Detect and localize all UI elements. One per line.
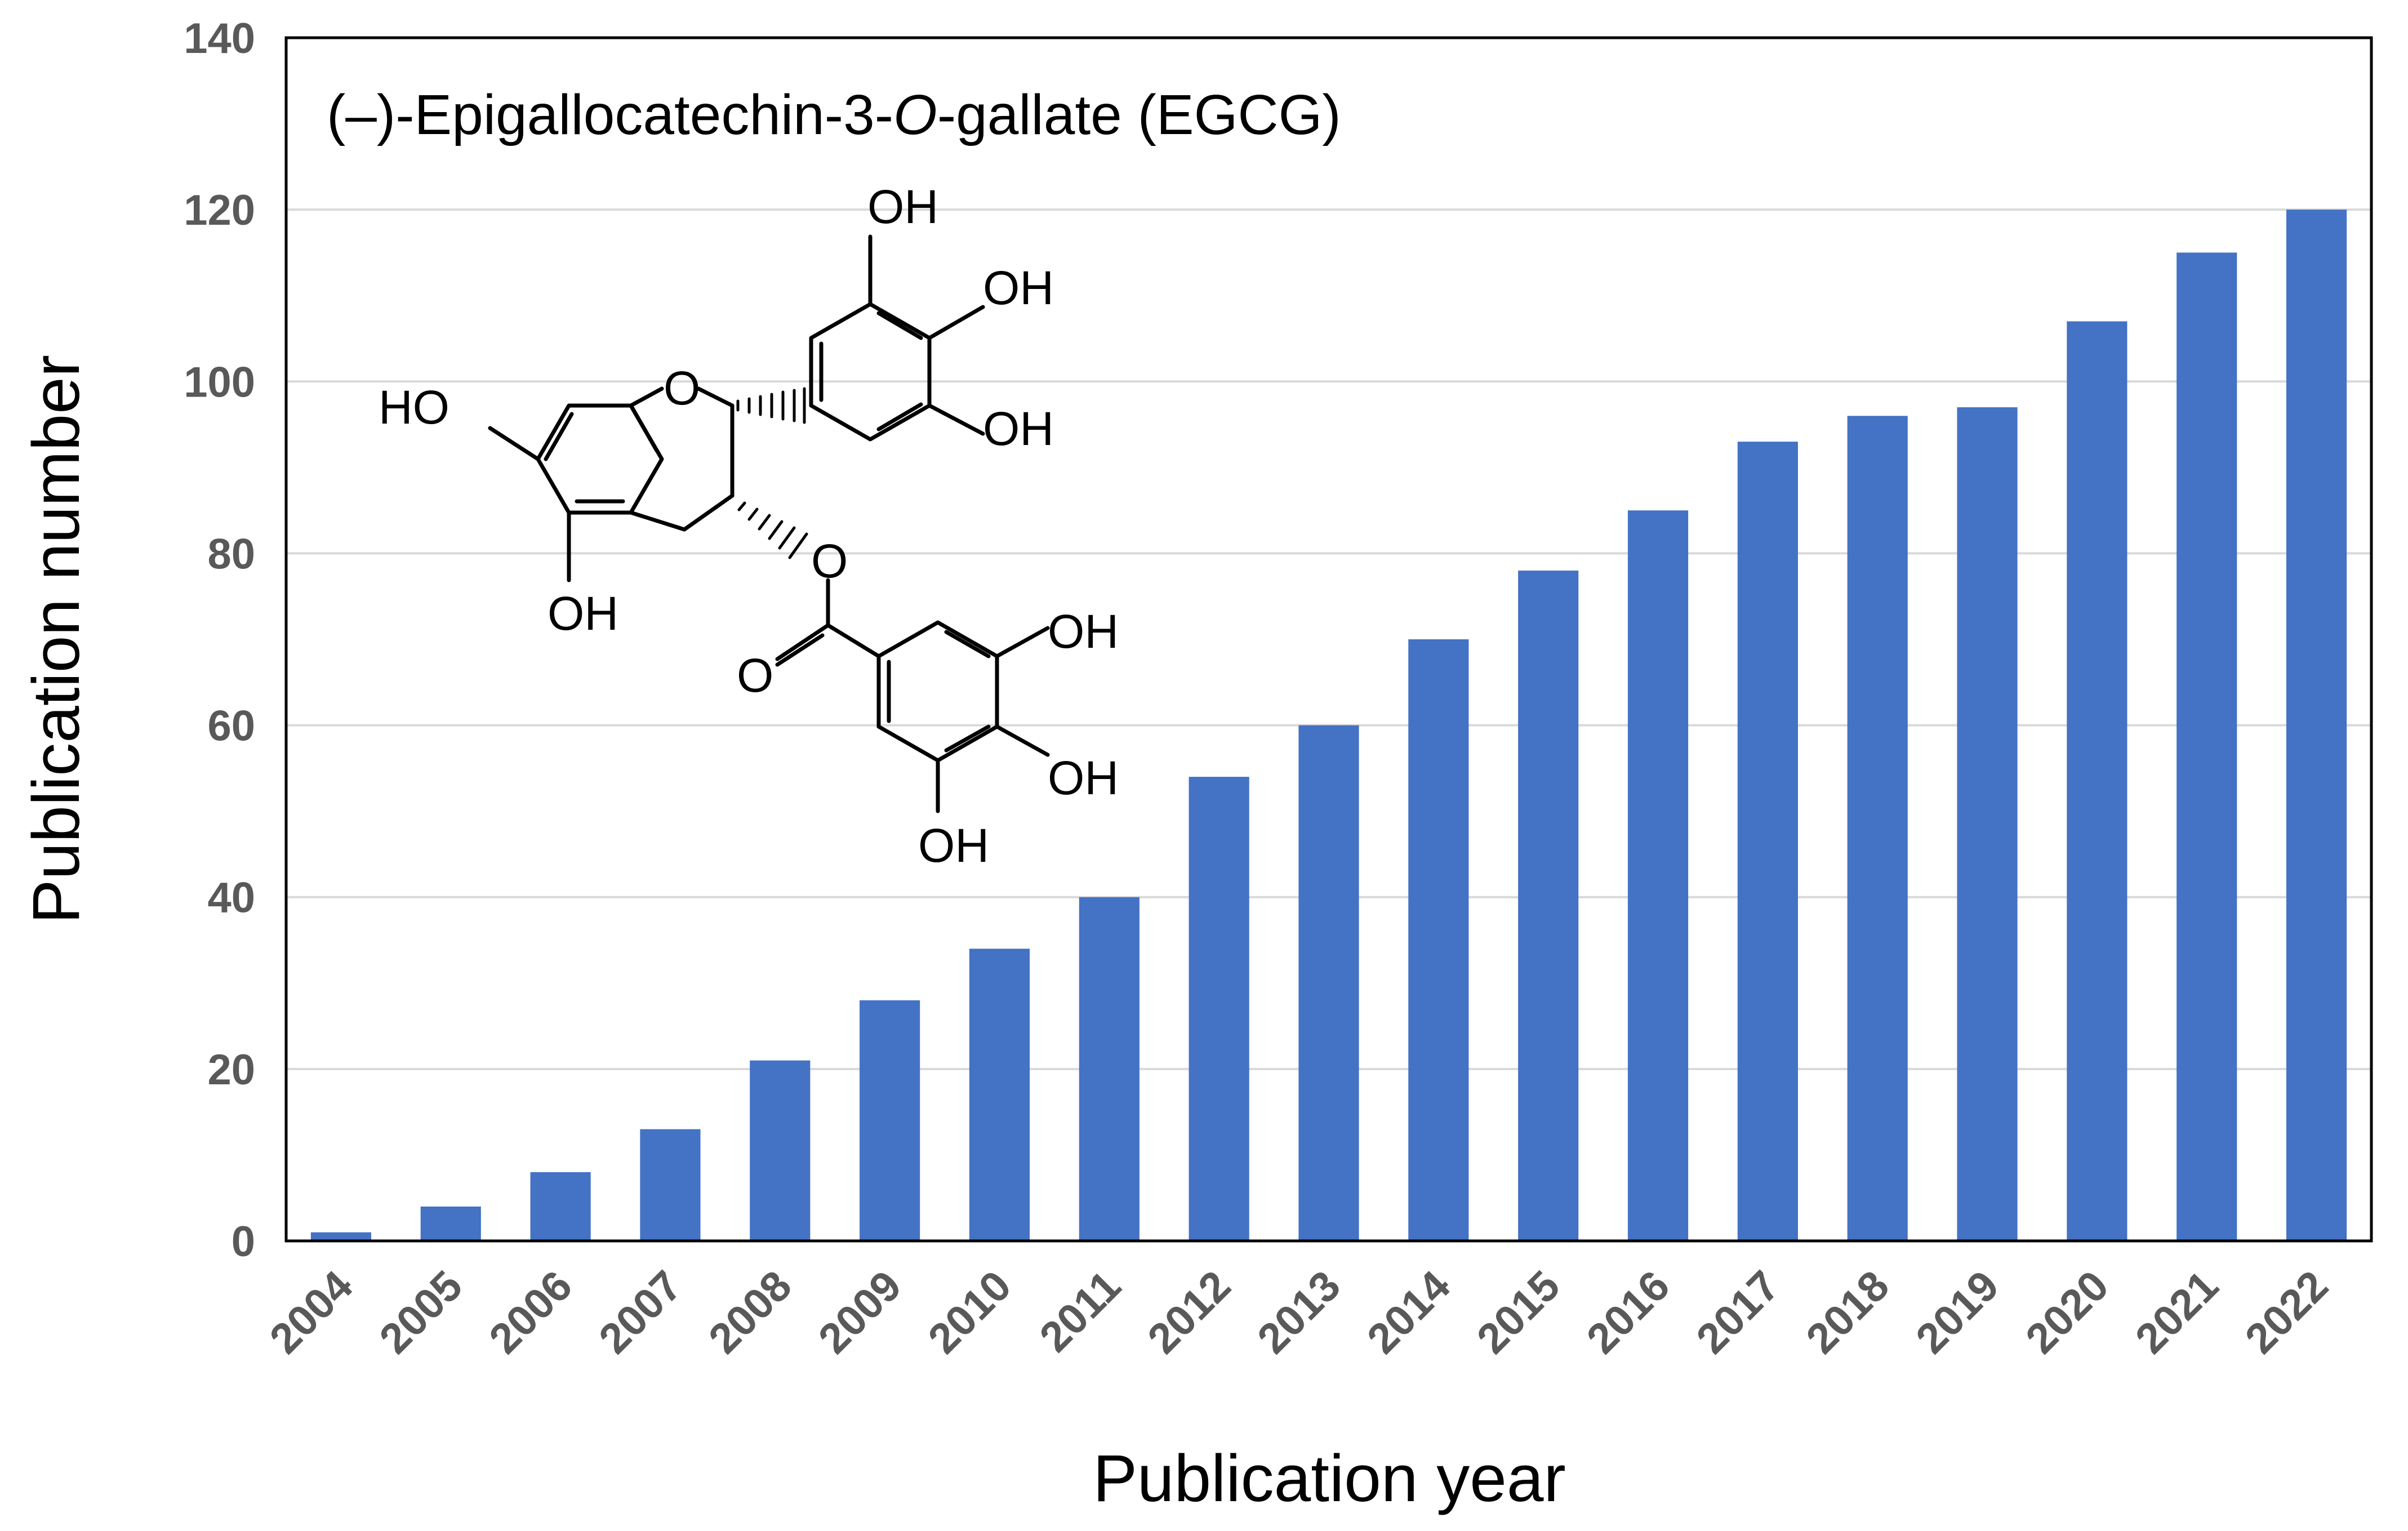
bar-2018 [1847,416,1908,1241]
y-tick-label: 80 [207,530,255,578]
y-tick-label: 120 [184,186,255,234]
y-tick-label: 140 [184,15,255,63]
x-tick-label-2018: 2018 [1797,1262,1899,1363]
bar-2008 [750,1060,811,1241]
structure-label-oh-g1: OH [1048,605,1119,658]
x-tick-label-2007: 2007 [590,1262,691,1363]
structure-label-oh-b2: OH [983,261,1054,314]
bars [310,210,2347,1241]
ring-b [809,302,932,442]
y-tick-label: 100 [184,358,255,406]
x-tick-label-2006: 2006 [480,1262,581,1363]
bar-2012 [1189,777,1249,1241]
y-axis-title: Publication number [19,355,94,924]
x-tick-label-2021: 2021 [2126,1262,2228,1363]
chart-title-italic: O [893,83,937,146]
x-tick-label-2004: 2004 [261,1262,362,1363]
structure-label-oh-g3: OH [918,819,989,872]
bar-2005 [420,1206,481,1241]
bar-2015 [1518,570,1579,1241]
bar-2004 [310,1232,372,1241]
chart-title-suffix: -gallate (EGCG) [937,83,1341,146]
x-tick-label-2022: 2022 [2236,1262,2338,1363]
bar-2021 [2176,252,2237,1241]
structure-label-carbonyl-o: O [737,649,773,702]
x-tick-label-2017: 2017 [1688,1262,1789,1363]
plot-frame [284,36,2373,1243]
x-tick-labels: 2004 2005 2006 2007 2008 2009 2010 2011 2012 2013… [261,1262,2338,1363]
egcg-structure [488,234,1050,813]
ring-a [536,403,664,515]
bar-2017 [1737,442,1798,1241]
bar-2019 [1957,407,2018,1241]
hashed-bond-c2 [736,387,806,424]
x-tick-label-2020: 2020 [2017,1262,2118,1363]
ring-gallate [876,620,999,763]
structure-label-oh-b1: OH [867,180,938,233]
x-tick-label-2014: 2014 [1358,1262,1459,1363]
structure-label-ho: HO [379,381,449,434]
bar-2016 [1627,510,1689,1241]
x-tick-label-2012: 2012 [1139,1262,1240,1363]
bar-2011 [1079,897,1140,1241]
structure-label-ring-o: O [664,362,700,415]
structure-label-oh-a5: OH [548,587,618,640]
bar-2010 [969,949,1030,1241]
structure-label-oh-b3: OH [983,402,1054,455]
y-tick-labels: 0 20 40 60 80 100 120 140 [184,15,255,1266]
bar-2020 [2067,321,2127,1241]
x-tick-label-2008: 2008 [700,1262,801,1363]
x-tick-label-2011: 2011 [1031,1262,1130,1361]
bar-2022 [2286,210,2347,1241]
x-tick-label-2013: 2013 [1248,1262,1350,1363]
x-tick-label-2010: 2010 [919,1262,1021,1363]
x-tick-label-2015: 2015 [1468,1262,1569,1363]
bar-2007 [640,1129,701,1241]
x-tick-label-2019: 2019 [1907,1262,2008,1363]
x-tick-label-2005: 2005 [371,1262,472,1363]
structure-label-oh-g2: OH [1048,751,1119,804]
hashed-bond-c3 [737,501,808,559]
y-tick-label: 60 [207,702,255,750]
chart-title-prefix: (–)-Epigallocatechin-3- [327,83,893,146]
bar-2013 [1298,725,1359,1241]
x-tick-label-2016: 2016 [1578,1262,1679,1363]
x-axis-title: Publication year [1093,1441,1566,1516]
bar-2009 [860,1000,920,1241]
y-tick-label: 40 [207,874,255,922]
bar-2006 [530,1172,591,1241]
structure-label-ester-o: O [811,535,848,588]
x-tick-label-2009: 2009 [809,1262,911,1363]
y-tick-label: 20 [207,1046,255,1094]
bar-2014 [1408,639,1469,1241]
y-tick-label: 0 [232,1218,255,1266]
chart-title: (–)-Epigallocatechin-3-O-gallate (EGCG) [327,83,1341,146]
